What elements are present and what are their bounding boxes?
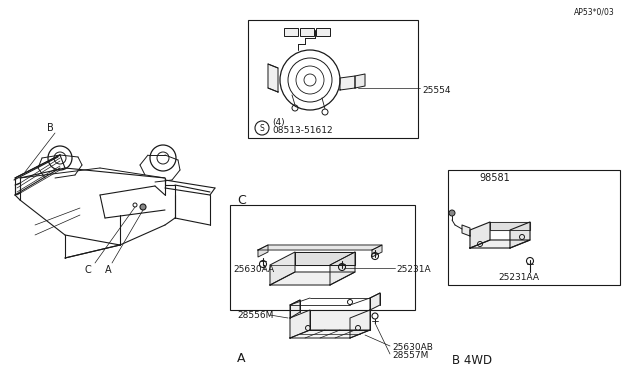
Text: 25231A: 25231A (396, 266, 431, 275)
Circle shape (449, 210, 455, 216)
Polygon shape (510, 222, 530, 248)
Text: S: S (260, 124, 264, 132)
Polygon shape (310, 310, 370, 330)
Text: 25231AA: 25231AA (498, 273, 539, 282)
Polygon shape (490, 222, 530, 230)
Bar (316, 28, 330, 36)
Polygon shape (372, 245, 382, 257)
Polygon shape (290, 330, 370, 338)
Text: 28557M: 28557M (392, 352, 428, 360)
Polygon shape (290, 310, 310, 338)
Polygon shape (290, 300, 300, 318)
Bar (230, 205, 415, 310)
Polygon shape (258, 245, 382, 250)
Text: 25554: 25554 (422, 86, 451, 94)
Bar (448, 170, 620, 285)
Polygon shape (350, 310, 370, 338)
Text: 98581: 98581 (479, 173, 510, 183)
Text: B: B (47, 123, 53, 133)
Text: 08513-51612: 08513-51612 (272, 125, 333, 135)
Text: B 4WD: B 4WD (452, 353, 492, 366)
Circle shape (140, 204, 146, 210)
Polygon shape (370, 293, 380, 310)
Polygon shape (330, 252, 355, 285)
Polygon shape (295, 252, 355, 265)
Polygon shape (355, 74, 365, 88)
Polygon shape (270, 272, 355, 285)
Text: (4): (4) (272, 118, 285, 126)
Bar (284, 28, 298, 36)
Text: 25630AB: 25630AB (392, 343, 433, 353)
Text: A: A (105, 265, 111, 275)
Bar (248, 20, 418, 138)
Text: C: C (84, 265, 92, 275)
Text: A: A (237, 352, 246, 365)
Text: C: C (237, 193, 246, 206)
Polygon shape (470, 222, 490, 248)
Polygon shape (462, 225, 470, 236)
Text: AP53*0/03: AP53*0/03 (574, 7, 615, 16)
Bar (300, 28, 314, 36)
Polygon shape (258, 245, 268, 257)
Polygon shape (268, 64, 278, 92)
Polygon shape (470, 240, 530, 248)
Polygon shape (340, 76, 355, 90)
Polygon shape (270, 252, 295, 285)
Text: 28556M: 28556M (237, 311, 273, 320)
Text: 25630AA: 25630AA (233, 266, 274, 275)
